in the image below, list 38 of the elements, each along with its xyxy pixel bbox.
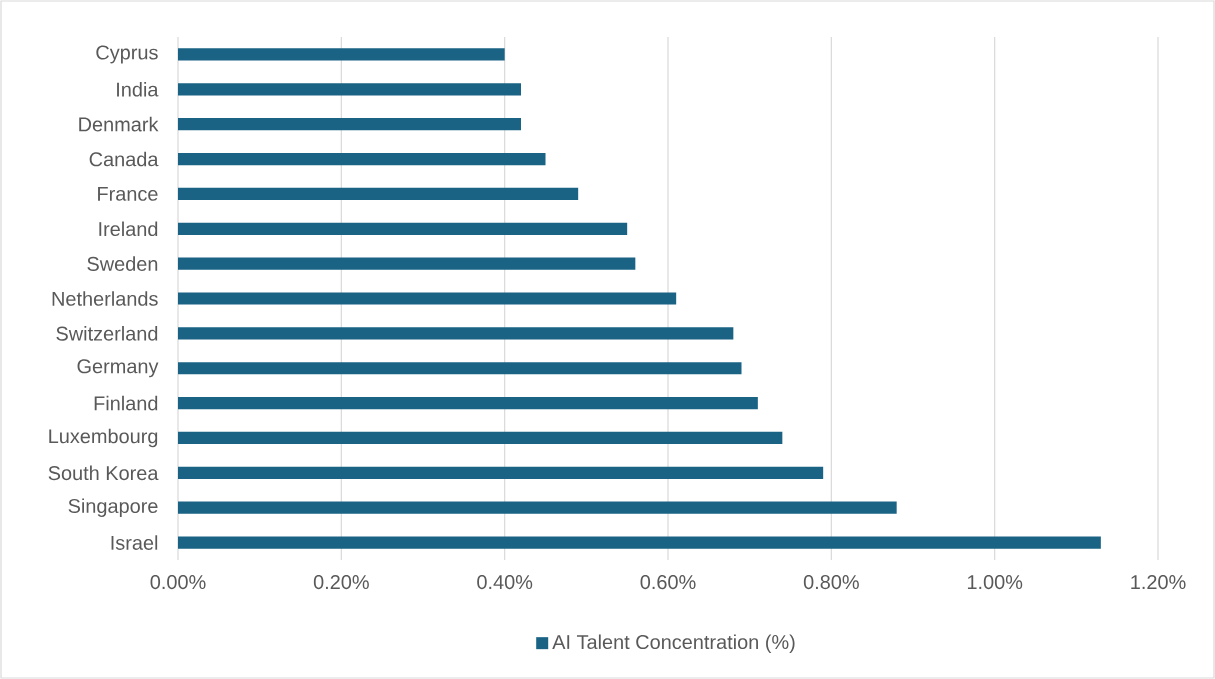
y-tick-label: Netherlands	[52, 291, 158, 306]
bar	[178, 362, 742, 375]
y-tick-label: South Korea	[48, 465, 159, 481]
y-tick-label: Canada	[89, 151, 159, 167]
bar	[178, 152, 546, 166]
y-tick-label: Denmark	[79, 116, 159, 132]
bar	[178, 222, 628, 235]
y-tick-label: Luxembourg	[49, 428, 158, 448]
bar	[178, 292, 677, 305]
bar	[178, 118, 522, 131]
y-tick-label: France	[98, 186, 158, 201]
bar	[178, 257, 636, 270]
y-tick-label: Germany	[77, 359, 159, 378]
y-tick-label: Cyprus	[96, 45, 158, 64]
x-tick-label: 0.00%	[150, 575, 206, 590]
x-tick-label: 1.20%	[1131, 575, 1186, 590]
bar	[178, 48, 505, 61]
y-tick-label: Singapore	[68, 498, 158, 517]
bar	[178, 431, 783, 445]
bar	[178, 536, 1101, 549]
x-tick-label: 0.20%	[313, 575, 369, 590]
x-tick-label: 0.80%	[803, 575, 859, 590]
bar	[178, 187, 579, 201]
y-tick-label: Sweden	[87, 256, 158, 271]
bar	[178, 327, 734, 340]
y-tick-label: India	[117, 81, 159, 97]
y-tick-label: Finland	[94, 395, 158, 411]
legend-label: AI Talent Concentration (%)	[552, 634, 795, 654]
bar	[178, 501, 897, 514]
y-tick-label: Israel	[111, 535, 158, 550]
y-tick-label: Ireland	[99, 221, 158, 237]
bar	[178, 397, 758, 410]
x-tick-label: 0.60%	[640, 575, 696, 590]
x-tick-label: 0.40%	[477, 575, 533, 590]
bar	[178, 466, 824, 479]
bar	[178, 83, 522, 96]
y-tick-label: Switzerland	[56, 326, 158, 341]
x-tick-label: 1.00%	[967, 575, 1023, 590]
